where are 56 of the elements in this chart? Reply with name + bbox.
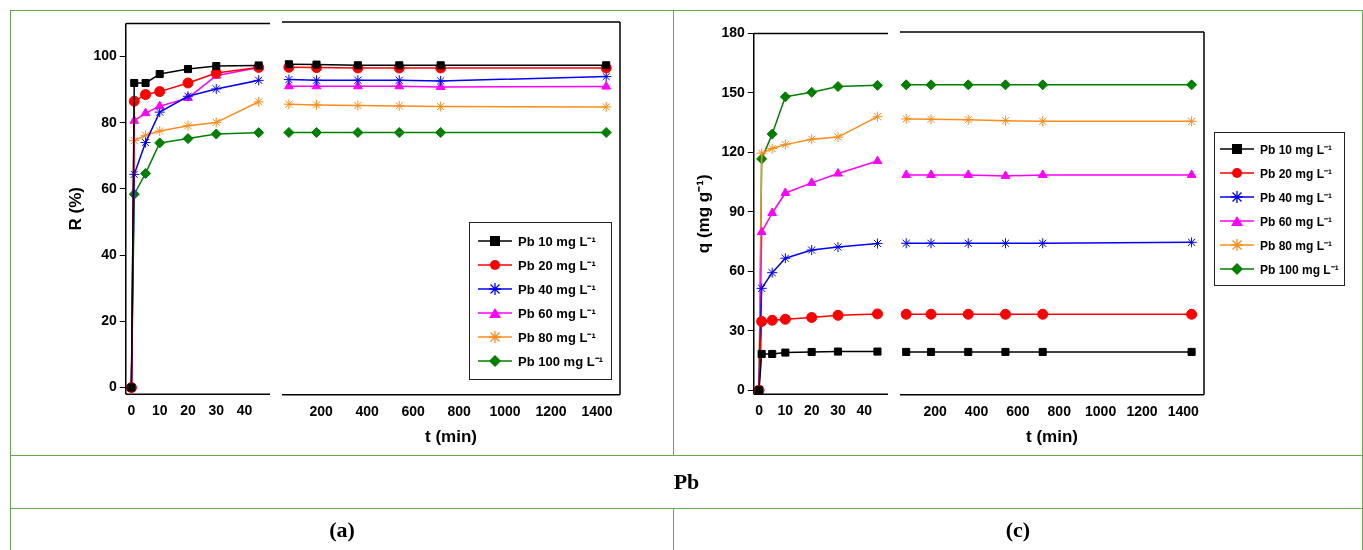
x-tick-label: 20: [803, 402, 820, 419]
legend-label: Pb 10 mg L⁻¹: [1260, 141, 1333, 158]
y-tick-label: 150: [721, 83, 745, 100]
x-axis-title: t (min): [425, 427, 477, 447]
y-tick-label: 60: [101, 179, 117, 196]
x-tick-label: 0: [127, 402, 136, 419]
y-tick-label: 0: [108, 378, 117, 395]
y-tick-label: 80: [101, 113, 117, 130]
y-tick-label: 90: [729, 202, 745, 219]
legend-label: Pb 40 mg L⁻¹: [518, 281, 596, 298]
text: Pb: [10, 455, 1363, 509]
y-tick-label: 120: [721, 143, 745, 160]
x-tick-label: 1000: [1085, 403, 1117, 420]
x-tick-label: 20: [180, 402, 196, 419]
legend-label: Pb 20 mg L⁻¹: [518, 257, 596, 274]
x-tick-label: 800: [1047, 403, 1072, 420]
x-tick-label: 10: [151, 402, 168, 419]
x-tick-label: 40: [856, 402, 873, 419]
y-tick-label: 180: [721, 24, 745, 41]
x-tick-label: 200: [923, 403, 948, 420]
x-tick-label: 0: [755, 402, 764, 419]
y-tick-label: 20: [101, 312, 117, 329]
y-tick-label: 40: [101, 246, 117, 263]
x-tick-label: 1200: [535, 403, 567, 420]
legend-label: Pb 80 mg L⁻¹: [518, 329, 596, 346]
y-axis-title: R (%): [65, 187, 85, 231]
y-axis-title: q (mg g⁻¹): [693, 174, 713, 254]
x-tick-label: 30: [830, 402, 846, 419]
legend-label: Pb 100 mg L⁻¹: [518, 353, 603, 370]
x-tick-label: 1400: [1167, 403, 1200, 420]
y-tick-label: 60: [729, 262, 745, 279]
legend-label: Pb 10 mg L⁻¹: [518, 233, 596, 250]
x-tick-label: 1400: [581, 403, 613, 420]
x-tick-label: 800: [447, 403, 471, 420]
y-tick-label: 100: [93, 47, 117, 64]
y-tick-label: 0: [736, 381, 745, 398]
x-tick-label: 40: [236, 402, 253, 419]
legend-label: Pb 80 mg L⁻¹: [1260, 237, 1333, 254]
y-tick-label: 30: [729, 321, 745, 338]
legend-label: Pb 20 mg L⁻¹: [1260, 165, 1333, 182]
x-tick-label: 400: [964, 403, 989, 420]
x-tick-label: 10: [777, 402, 794, 419]
legend-label: Pb 100 mg L⁻¹: [1260, 261, 1339, 278]
x-tick-label: 30: [208, 402, 225, 419]
text: (a): [10, 508, 674, 550]
x-tick-label: 1000: [489, 403, 521, 420]
x-tick-label: 1200: [1126, 403, 1158, 420]
x-axis-title: t (min): [1026, 427, 1078, 447]
legend-label: Pb 60 mg L⁻¹: [1260, 213, 1333, 230]
text: (c): [673, 508, 1363, 550]
x-tick-label: 600: [401, 403, 425, 420]
legend-label: Pb 40 mg L⁻¹: [1260, 189, 1333, 206]
x-tick-label: 400: [355, 403, 379, 420]
x-tick-label: 200: [309, 403, 333, 420]
x-tick-label: 600: [1006, 403, 1030, 420]
legend-label: Pb 60 mg L⁻¹: [518, 305, 596, 322]
